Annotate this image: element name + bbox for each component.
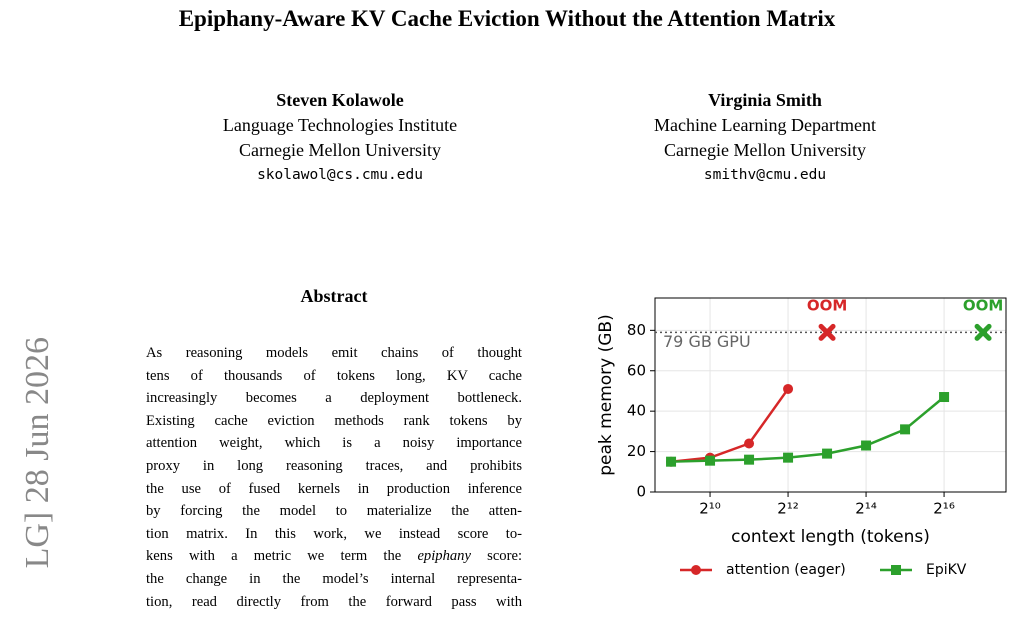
x-tick-label: 2¹⁰ [699, 500, 721, 518]
affiliation: Machine Learning Department [654, 115, 876, 135]
abstract-line: Existing cache eviction methods rank tok… [146, 412, 522, 429]
point [939, 392, 950, 403]
institution: Carnegie Mellon University [239, 140, 441, 160]
x-tick-label: 2¹⁴ [855, 500, 877, 518]
plot-frame [654, 297, 1007, 493]
author: Virginia Smith Machine Learning Departme… [565, 88, 965, 188]
legend-marker [891, 565, 901, 575]
point [744, 438, 755, 449]
email: skolawol@cs.cmu.edu [257, 167, 423, 183]
y-tick-label: 40 [627, 402, 646, 420]
x-tick-label: 2¹² [777, 500, 799, 518]
legend-label: attention (eager) [726, 562, 846, 578]
oom-marker [974, 323, 992, 341]
point [783, 383, 794, 394]
point [822, 448, 833, 459]
abstract-line: tion matrix. In this work, we instead sc… [146, 525, 522, 542]
x-tick-label: 2¹⁶ [933, 500, 955, 518]
point [783, 452, 794, 463]
oom-label: OOM [963, 297, 1003, 315]
oom-label: OOM [807, 297, 847, 315]
abstract-line: the change in the model’s internal repre… [146, 570, 522, 587]
institution: Carnegie Mellon University [664, 140, 866, 160]
abstract-heading: Abstract [300, 286, 368, 306]
abstract-line: proxy in long reasoning traces, and proh… [146, 457, 522, 474]
abstract: As reasoning models emit chains of thoug… [146, 342, 522, 613]
point [861, 440, 872, 451]
author-name: Steven Kolawole [276, 90, 404, 110]
reference-label: 79 GB GPU [663, 332, 751, 351]
author-name: Virginia Smith [708, 90, 822, 110]
abstract-line: tens of thousands of tokens long, KV cac… [146, 367, 522, 384]
affiliation: Language Technologies Institute [222, 115, 458, 135]
y-tick-label: 0 [636, 483, 646, 501]
text-run: score: [470, 548, 522, 565]
y-tick-label: 20 [627, 442, 646, 460]
y-tick-label: 80 [627, 321, 646, 339]
abstract-line: increasingly becomes a deployment bottle… [146, 390, 522, 407]
point [900, 424, 911, 435]
legend-label: EpiKV [926, 562, 967, 578]
paper-title: Epiphany-Aware KV Cache Eviction Without… [178, 6, 836, 31]
text-run: kens with a metric we term the [146, 548, 418, 565]
oom-marker [818, 323, 836, 341]
abstract-line: tion, read directly from the forward pas… [146, 593, 522, 610]
text-run: epiphany [417, 548, 471, 565]
point [744, 454, 755, 465]
legend-marker [691, 565, 701, 575]
author: Steven Kolawole Language Technologies In… [140, 88, 540, 188]
abstract-line: the use of fused kernels in production i… [146, 480, 522, 497]
line [670, 388, 790, 463]
point [666, 456, 677, 467]
abstract-line: by forcing the model to materialize the … [146, 503, 522, 520]
abstract-line: attention weight, which is a noisy impor… [146, 435, 522, 452]
abstract-line: As reasoning models emit chains of thoug… [146, 345, 522, 361]
abstract-line: kens with a metric we term the epiphany … [146, 545, 522, 568]
arxiv-stamp: LG] 28 Jun 2026 [19, 337, 56, 568]
line [671, 396, 945, 463]
point [705, 455, 716, 466]
x-axis-label: context length (tokens) [731, 527, 930, 547]
y-axis-label: peak memory (GB) [596, 314, 616, 475]
y-tick-label: 60 [627, 361, 646, 379]
email: smithv@cmu.edu [703, 167, 827, 183]
